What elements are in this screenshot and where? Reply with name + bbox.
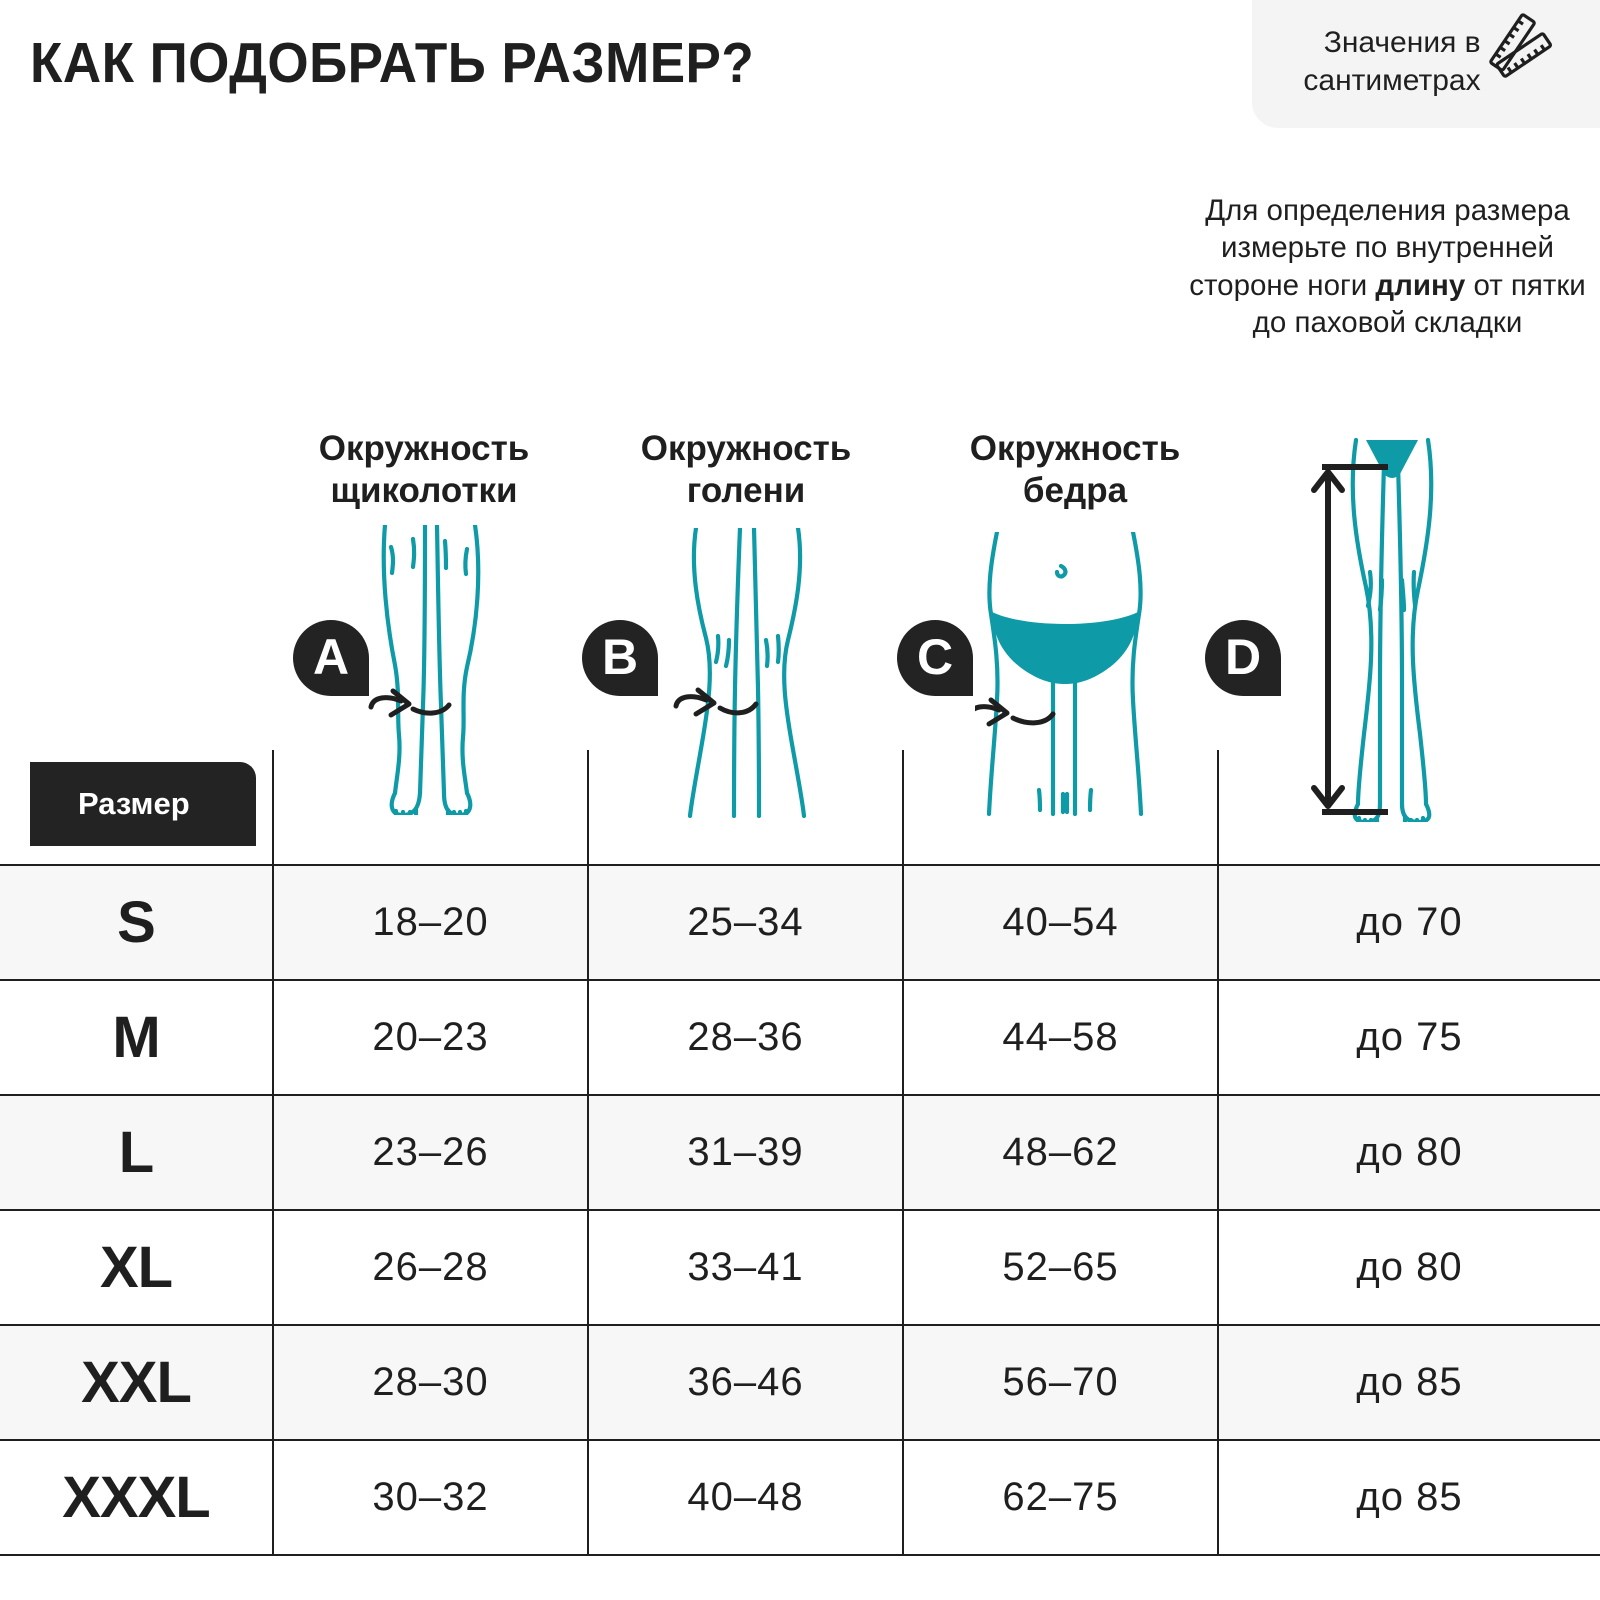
badge-c-label: C	[916, 629, 954, 685]
units-badge: Значения в сантиметрах	[1252, 0, 1600, 128]
row-size: M	[0, 979, 274, 1095]
note-part1: Для определения размера измерьте по внут…	[1189, 194, 1570, 302]
row-calf: 40–48	[588, 1439, 904, 1556]
badge-b: B	[582, 620, 658, 696]
column-header-calf-line1: Окружность	[640, 429, 852, 468]
size-column-header-label: Размер	[78, 786, 190, 821]
badge-a: A	[293, 620, 369, 696]
row-length: до 80	[1218, 1094, 1600, 1210]
note-bold: длину	[1375, 268, 1466, 302]
illustration-band: Окружность щиколотки A	[0, 410, 1600, 829]
column-header-ankle-line1: Окружность	[318, 429, 530, 468]
row-thigh: 40–54	[903, 864, 1219, 980]
row-length: до 85	[1218, 1439, 1600, 1556]
row-length: до 85	[1218, 1324, 1600, 1440]
size-table: S 18–20 25–34 40–54 до 70 M 20–23 28–36 …	[0, 750, 1600, 1556]
row-length: до 80	[1218, 1209, 1600, 1325]
row-thigh: 62–75	[903, 1439, 1219, 1556]
row-length: до 70	[1218, 864, 1600, 980]
row-thigh: 56–70	[903, 1324, 1219, 1440]
size-table-body: S 18–20 25–34 40–54 до 70 M 20–23 28–36 …	[0, 750, 1600, 1556]
column-header-calf: Окружность голени	[596, 428, 896, 511]
row-length: до 75	[1218, 979, 1600, 1095]
column-divider-3	[902, 750, 904, 1500]
row-thigh: 44–58	[903, 979, 1219, 1095]
units-badge-text: Значения в сантиметрах	[1303, 24, 1480, 101]
badge-b-label: B	[601, 629, 639, 685]
badge-c: C	[897, 620, 973, 696]
column-header-calf-line2: голени	[686, 470, 806, 510]
size-table-wrapper: Размер S 18–20 25–34 40–54 до 70 M	[0, 750, 1600, 1556]
page-title: КАК ПОДОБРАТЬ РАЗМЕР?	[30, 31, 755, 95]
row-calf: 33–41	[588, 1209, 904, 1325]
measure-instruction: Для определения размера измерьте по внут…	[1185, 192, 1590, 342]
row-ankle: 20–23	[273, 979, 589, 1095]
row-ankle: 30–32	[273, 1439, 589, 1556]
row-size: XXXL	[0, 1439, 274, 1556]
thigh-figure	[966, 529, 1155, 822]
row-thigh: 52–65	[903, 1209, 1219, 1325]
units-badge-line1: Значения в	[1323, 25, 1481, 59]
calf-figure	[668, 525, 828, 823]
table-row: XXXL 30–32 40–48 62–75 до 85	[0, 1439, 1600, 1556]
column-header-ankle: Окружность щиколотки	[274, 428, 574, 511]
row-size: S	[0, 864, 274, 980]
badge-d: D	[1205, 620, 1281, 696]
size-column-header: Размер	[30, 762, 256, 846]
row-ankle: 28–30	[273, 1324, 589, 1440]
column-divider-4	[1217, 750, 1219, 1500]
column-divider-2	[587, 750, 589, 1500]
row-calf: 28–36	[588, 979, 904, 1095]
column-header-ankle-line2: щиколотки	[330, 470, 518, 510]
ankle-figure	[355, 522, 505, 821]
row-ankle: 18–20	[273, 864, 589, 980]
row-ankle: 26–28	[273, 1209, 589, 1325]
row-size: XXL	[0, 1324, 274, 1440]
column-header-thigh: Окружность бедра	[925, 428, 1225, 511]
rulers-icon	[1483, 12, 1555, 89]
row-calf: 36–46	[588, 1324, 904, 1440]
column-header-thigh-line1: Окружность	[969, 429, 1181, 468]
column-divider-1	[272, 750, 274, 1500]
table-row: M 20–23 28–36 44–58 до 75	[0, 979, 1600, 1095]
table-row: XXL 28–30 36–46 56–70 до 85	[0, 1324, 1600, 1440]
column-header-thigh-line2: бедра	[1022, 470, 1128, 510]
row-ankle: 23–26	[273, 1094, 589, 1210]
badge-d-label: D	[1224, 629, 1262, 685]
badge-a-label: A	[312, 629, 350, 685]
row-calf: 25–34	[588, 864, 904, 980]
length-figure	[1270, 422, 1510, 829]
row-calf: 31–39	[588, 1094, 904, 1210]
row-thigh: 48–62	[903, 1094, 1219, 1210]
note-part2: от пятки до паховой складки	[1252, 268, 1586, 340]
units-badge-line2: сантиметрах	[1303, 64, 1481, 97]
row-size: XL	[0, 1209, 274, 1325]
row-size: L	[0, 1094, 274, 1210]
table-row: L 23–26 31–39 48–62 до 80	[0, 1094, 1600, 1210]
table-row: XL 26–28 33–41 52–65 до 80	[0, 1209, 1600, 1325]
table-row: S 18–20 25–34 40–54 до 70	[0, 864, 1600, 980]
